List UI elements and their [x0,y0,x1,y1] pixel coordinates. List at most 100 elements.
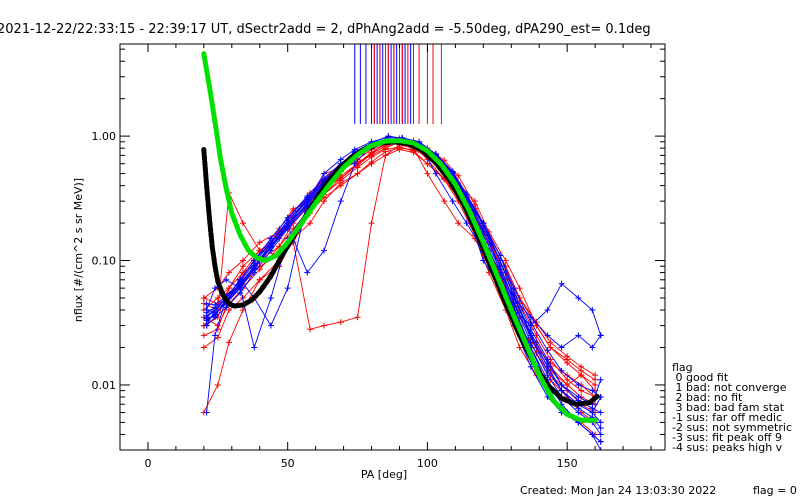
data-point-plus [564,353,571,360]
y-axis-label: nflux [#/(cm^2 s sr MeV)] [72,178,85,322]
data-point-plus [304,201,311,208]
data-point-plus [226,339,232,346]
data-point-plus [589,307,596,314]
x-axis-label: PA [deg] [361,468,407,481]
data-point-plus [544,347,551,354]
data-point-plus [589,405,596,412]
data-point-plus [511,285,518,292]
data-point-plus [547,344,554,351]
legend-entry-6: -3 sus: fit peak off 9 [672,431,782,444]
data-point-plus [382,152,389,159]
data-point-plus [203,322,210,329]
data-point-plus [200,344,207,351]
x-tick-label: 100 [417,457,438,470]
data-point-plus [597,376,604,383]
data-point-plus [558,367,565,374]
flag-value: flag = 0 [753,484,797,497]
data-point-plus [267,245,274,252]
data-point-plus [237,284,244,291]
data-point-plus [239,257,246,264]
data-point-plus [284,224,291,231]
data-point-plus [354,170,361,177]
legend-entry-0: 0 good fit [672,371,729,384]
data-point-plus [307,220,314,227]
data-point-plus [511,299,518,306]
data-point-plus [424,160,431,167]
data-point-plus [337,182,344,189]
data-point-plus [527,330,534,337]
data-point-plus [203,300,210,307]
data-point-plus [597,438,604,445]
data-point-plus [455,220,462,227]
data-point-plus [564,381,571,388]
data-point-plus [337,198,344,205]
data-point-plus [368,160,375,167]
data-point-plus [592,372,599,379]
data-point-plus [337,175,344,182]
y-tick-label: 0.10 [92,255,117,268]
plot-frame [119,43,666,451]
legend: flag 0 good fit 1 bad: not converge 2 ba… [672,361,792,454]
data-point-plus [578,363,585,370]
fit-curve-green [201,51,598,423]
data-point-plus [441,198,448,205]
data-point-plus [544,367,551,374]
data-point-plus [368,220,375,227]
data-point-plus [307,326,314,333]
data-point-plus [597,409,604,416]
data-point-plus [212,332,219,339]
x-tick-label: 0 [144,457,151,470]
data-point-plus [558,344,565,351]
legend-entry-1: 1 bad: not converge [672,381,787,394]
data-point-plus [463,220,470,227]
data-point-plus [200,332,207,339]
data-point-plus [558,381,565,388]
data-point-plus [284,217,291,224]
data-point-plus [511,292,518,299]
data-point-plus [449,198,456,205]
data-point-plus [516,285,523,292]
data-point-plus [239,263,246,270]
y-tick-label: 0.01 [92,379,117,392]
data-point-plus [267,294,274,301]
x-tick-label: 50 [281,457,295,470]
legend-entry-2: 2 bad: no fit [672,391,743,404]
data-point-plus [203,409,210,416]
y-tick-label: 1.00 [92,130,117,143]
data-point-plus [256,239,263,246]
data-point-plus [226,307,232,314]
data-point-plus [382,146,389,153]
data-point-plus [239,220,246,227]
data-point-plus [589,387,596,394]
data-point-plus [449,168,456,175]
data-point-plus [455,172,462,179]
data-point-plus [284,285,291,292]
data-point-plus [527,319,534,326]
x-tick-label: 150 [557,457,578,470]
data-point-plus [544,332,551,339]
data-point-plus [597,425,604,432]
data-point-plus [497,252,504,259]
data-point-plus [304,269,311,276]
data-point-plus [516,344,523,351]
data-point-plus [597,332,604,339]
data-point-plus [544,360,551,367]
created-timestamp: Created: Mon Jan 24 13:03:30 2022 [520,484,716,497]
data-point-plus [226,269,232,276]
chart-title: 2021-12-22/22:33:15 - 22:39:17 UT, dSect… [0,22,651,37]
data-point-plus [558,387,565,394]
fit-curve [201,51,598,423]
legend-entry-3: 3 bad: bad fam stat [672,401,785,414]
data-point-plus [212,301,219,308]
data-point-plus [354,314,361,321]
data-point-plus [592,381,599,388]
data-point-plus [321,322,328,329]
data-point-plus [212,285,219,292]
data-point-plus [251,265,258,272]
data-point-plus [424,170,431,177]
legend-entry-4: -1 sus: far off medic [672,411,782,424]
data-point-plus [256,276,263,283]
data-point-plus [589,431,596,438]
